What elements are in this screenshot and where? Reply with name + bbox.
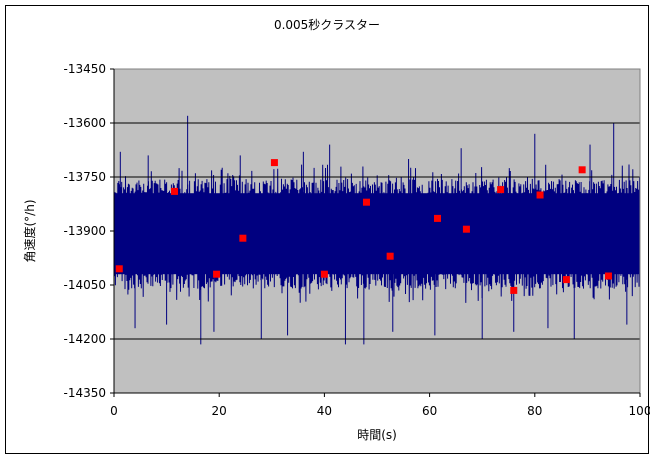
scatter-point bbox=[497, 186, 505, 194]
scatter-point bbox=[604, 272, 612, 280]
scatter-point bbox=[510, 286, 518, 294]
series-line-core bbox=[114, 193, 640, 275]
x-tick-label: 0 bbox=[110, 404, 118, 418]
scatter-point bbox=[386, 252, 394, 260]
x-tick-label: 60 bbox=[422, 404, 437, 418]
scatter-point bbox=[562, 276, 570, 284]
chart-title: 0.005秒クラスター bbox=[274, 18, 380, 32]
x-tick-label: 20 bbox=[212, 404, 227, 418]
y-tick-label: -13450 bbox=[63, 62, 106, 76]
scatter-point bbox=[362, 198, 370, 206]
scatter-point bbox=[115, 265, 123, 273]
scatter-point bbox=[578, 166, 586, 174]
scatter-point bbox=[536, 191, 544, 199]
scatter-point bbox=[433, 214, 441, 222]
chart-frame: -13450 -13600 -13750 -13900 -14050 -14200 -143… bbox=[5, 5, 650, 454]
y-tick-label: -14050 bbox=[63, 278, 106, 292]
y-tick-label: -13900 bbox=[63, 224, 106, 238]
scatter-point bbox=[320, 270, 328, 278]
scatter-point bbox=[213, 270, 221, 278]
y-tick-label: -14200 bbox=[63, 332, 106, 346]
scatter-point bbox=[239, 234, 247, 242]
y-tick-label: -14350 bbox=[63, 386, 106, 400]
x-axis-label: 時間(s) bbox=[357, 428, 397, 442]
y-tick-label: -13750 bbox=[63, 170, 106, 184]
scatter-point bbox=[462, 225, 470, 233]
x-tick-label: 40 bbox=[317, 404, 332, 418]
y-tick-label: -13600 bbox=[63, 116, 106, 130]
x-tick-label: 100 bbox=[629, 404, 650, 418]
x-tick-label: 80 bbox=[527, 404, 542, 418]
y-axis-label: 角速度(°/h) bbox=[22, 199, 37, 262]
scatter-point bbox=[170, 187, 178, 195]
scatter-point bbox=[270, 159, 278, 167]
chart-svg: -13450 -13600 -13750 -13900 -14050 -14200 -143… bbox=[22, 18, 650, 442]
